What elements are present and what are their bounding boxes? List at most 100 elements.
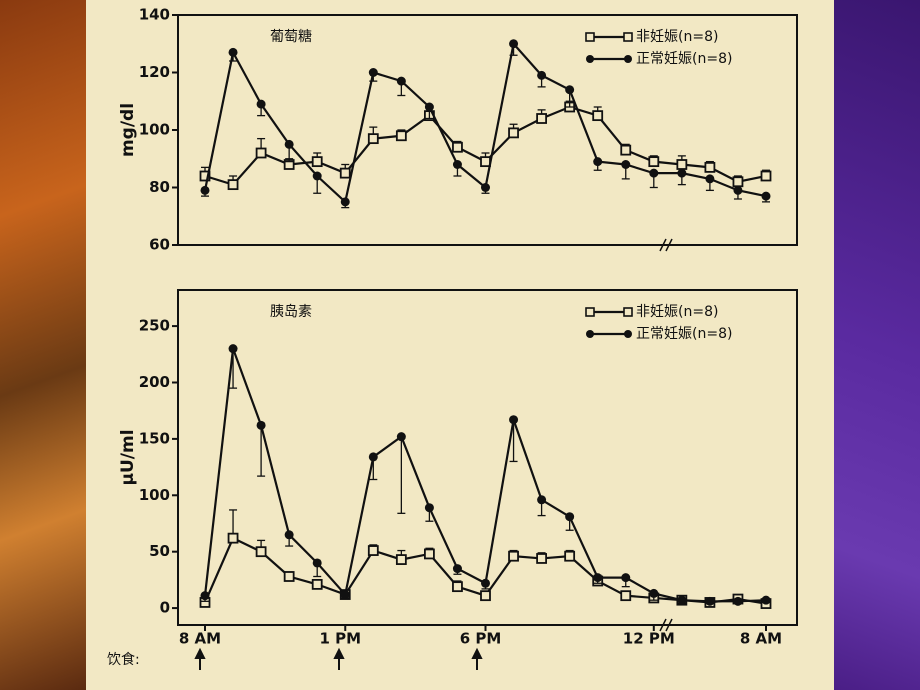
marker (255, 147, 267, 159)
panel (86, 0, 834, 690)
marker (508, 127, 519, 139)
marker (593, 573, 603, 583)
annotation: 葡萄糖 (270, 29, 312, 45)
marker (733, 185, 743, 195)
plot-frame (177, 289, 798, 626)
marker (621, 573, 631, 583)
marker (284, 139, 294, 149)
marker (592, 110, 604, 122)
y-tick-label: 60 (149, 236, 170, 254)
marker (312, 558, 322, 568)
marker (704, 161, 716, 173)
marker (311, 156, 323, 168)
marker (452, 160, 462, 169)
marker (367, 133, 379, 145)
marker (452, 564, 462, 574)
marker (593, 157, 603, 167)
marker (200, 185, 210, 195)
x-tick-label: 1 PM (319, 630, 361, 648)
marker (339, 167, 351, 179)
y-axis-label: mg/dl (118, 103, 138, 157)
legend-marker (624, 55, 632, 63)
axis-break (659, 238, 667, 252)
marker (256, 99, 266, 109)
marker (508, 550, 519, 562)
meal-arrows (194, 647, 483, 670)
marker (228, 47, 238, 57)
marker (481, 183, 490, 192)
y-tick-label: 80 (149, 178, 170, 196)
legend-marker (624, 330, 632, 338)
marker (311, 578, 323, 590)
marker (395, 130, 407, 142)
marker (480, 156, 491, 168)
decor-right (834, 0, 920, 690)
marker (733, 596, 743, 606)
marker (368, 68, 378, 77)
legend-marker (623, 32, 633, 42)
x-tick-label: 6 PM (460, 630, 502, 648)
marker (705, 596, 715, 606)
marker (761, 595, 771, 605)
marker (621, 160, 631, 169)
legend-marker (623, 307, 633, 317)
marker (452, 581, 463, 593)
legend-label: 正常妊娠(n=8) (636, 51, 732, 67)
y-tick-label: 0 (160, 599, 170, 617)
legend-marker (586, 330, 594, 338)
decor-left (0, 0, 86, 690)
y-tick-label: 140 (139, 6, 170, 24)
axis-break (665, 618, 673, 632)
marker (228, 344, 238, 354)
marker (536, 553, 547, 564)
marker (761, 191, 771, 201)
legend-marker (585, 32, 595, 42)
y-tick-label: 250 (139, 317, 170, 335)
marker (368, 452, 378, 462)
marker (452, 141, 463, 153)
marker (340, 590, 350, 600)
marker (424, 102, 434, 112)
marker (509, 39, 519, 49)
plot-frame (177, 14, 798, 246)
marker (677, 595, 687, 605)
marker (648, 156, 660, 168)
marker (537, 70, 547, 80)
y-tick-label: 50 (149, 542, 170, 560)
marker (395, 554, 407, 565)
marker (396, 76, 406, 86)
axis-break (659, 618, 667, 632)
marker (649, 588, 659, 598)
marker (423, 548, 435, 560)
legend-marker (586, 55, 594, 63)
marker (536, 113, 547, 124)
marker (620, 144, 632, 156)
x-tick-label: 8 AM (740, 630, 782, 648)
marker (200, 591, 210, 601)
marker (732, 176, 744, 188)
y-tick-label: 100 (139, 486, 170, 504)
annotation: 胰岛素 (270, 304, 312, 320)
marker (565, 512, 575, 522)
marker (565, 85, 575, 95)
marker (509, 415, 519, 425)
marker (312, 171, 322, 181)
y-tick-label: 120 (139, 63, 170, 81)
marker (199, 170, 211, 182)
y-tick-label: 150 (139, 429, 170, 447)
legend-label: 正常妊娠(n=8) (636, 326, 732, 342)
marker (649, 168, 659, 178)
y-axis-label: μU/ml (118, 429, 138, 485)
marker (256, 420, 266, 430)
legend-label: 非妊娠(n=8) (636, 29, 718, 45)
marker (564, 550, 576, 562)
axis-break (665, 238, 673, 252)
marker (537, 495, 547, 505)
marker (283, 571, 295, 582)
marker (481, 578, 490, 588)
marker (676, 159, 688, 170)
marker (760, 170, 772, 182)
meal-label: 饮食: (107, 651, 140, 668)
